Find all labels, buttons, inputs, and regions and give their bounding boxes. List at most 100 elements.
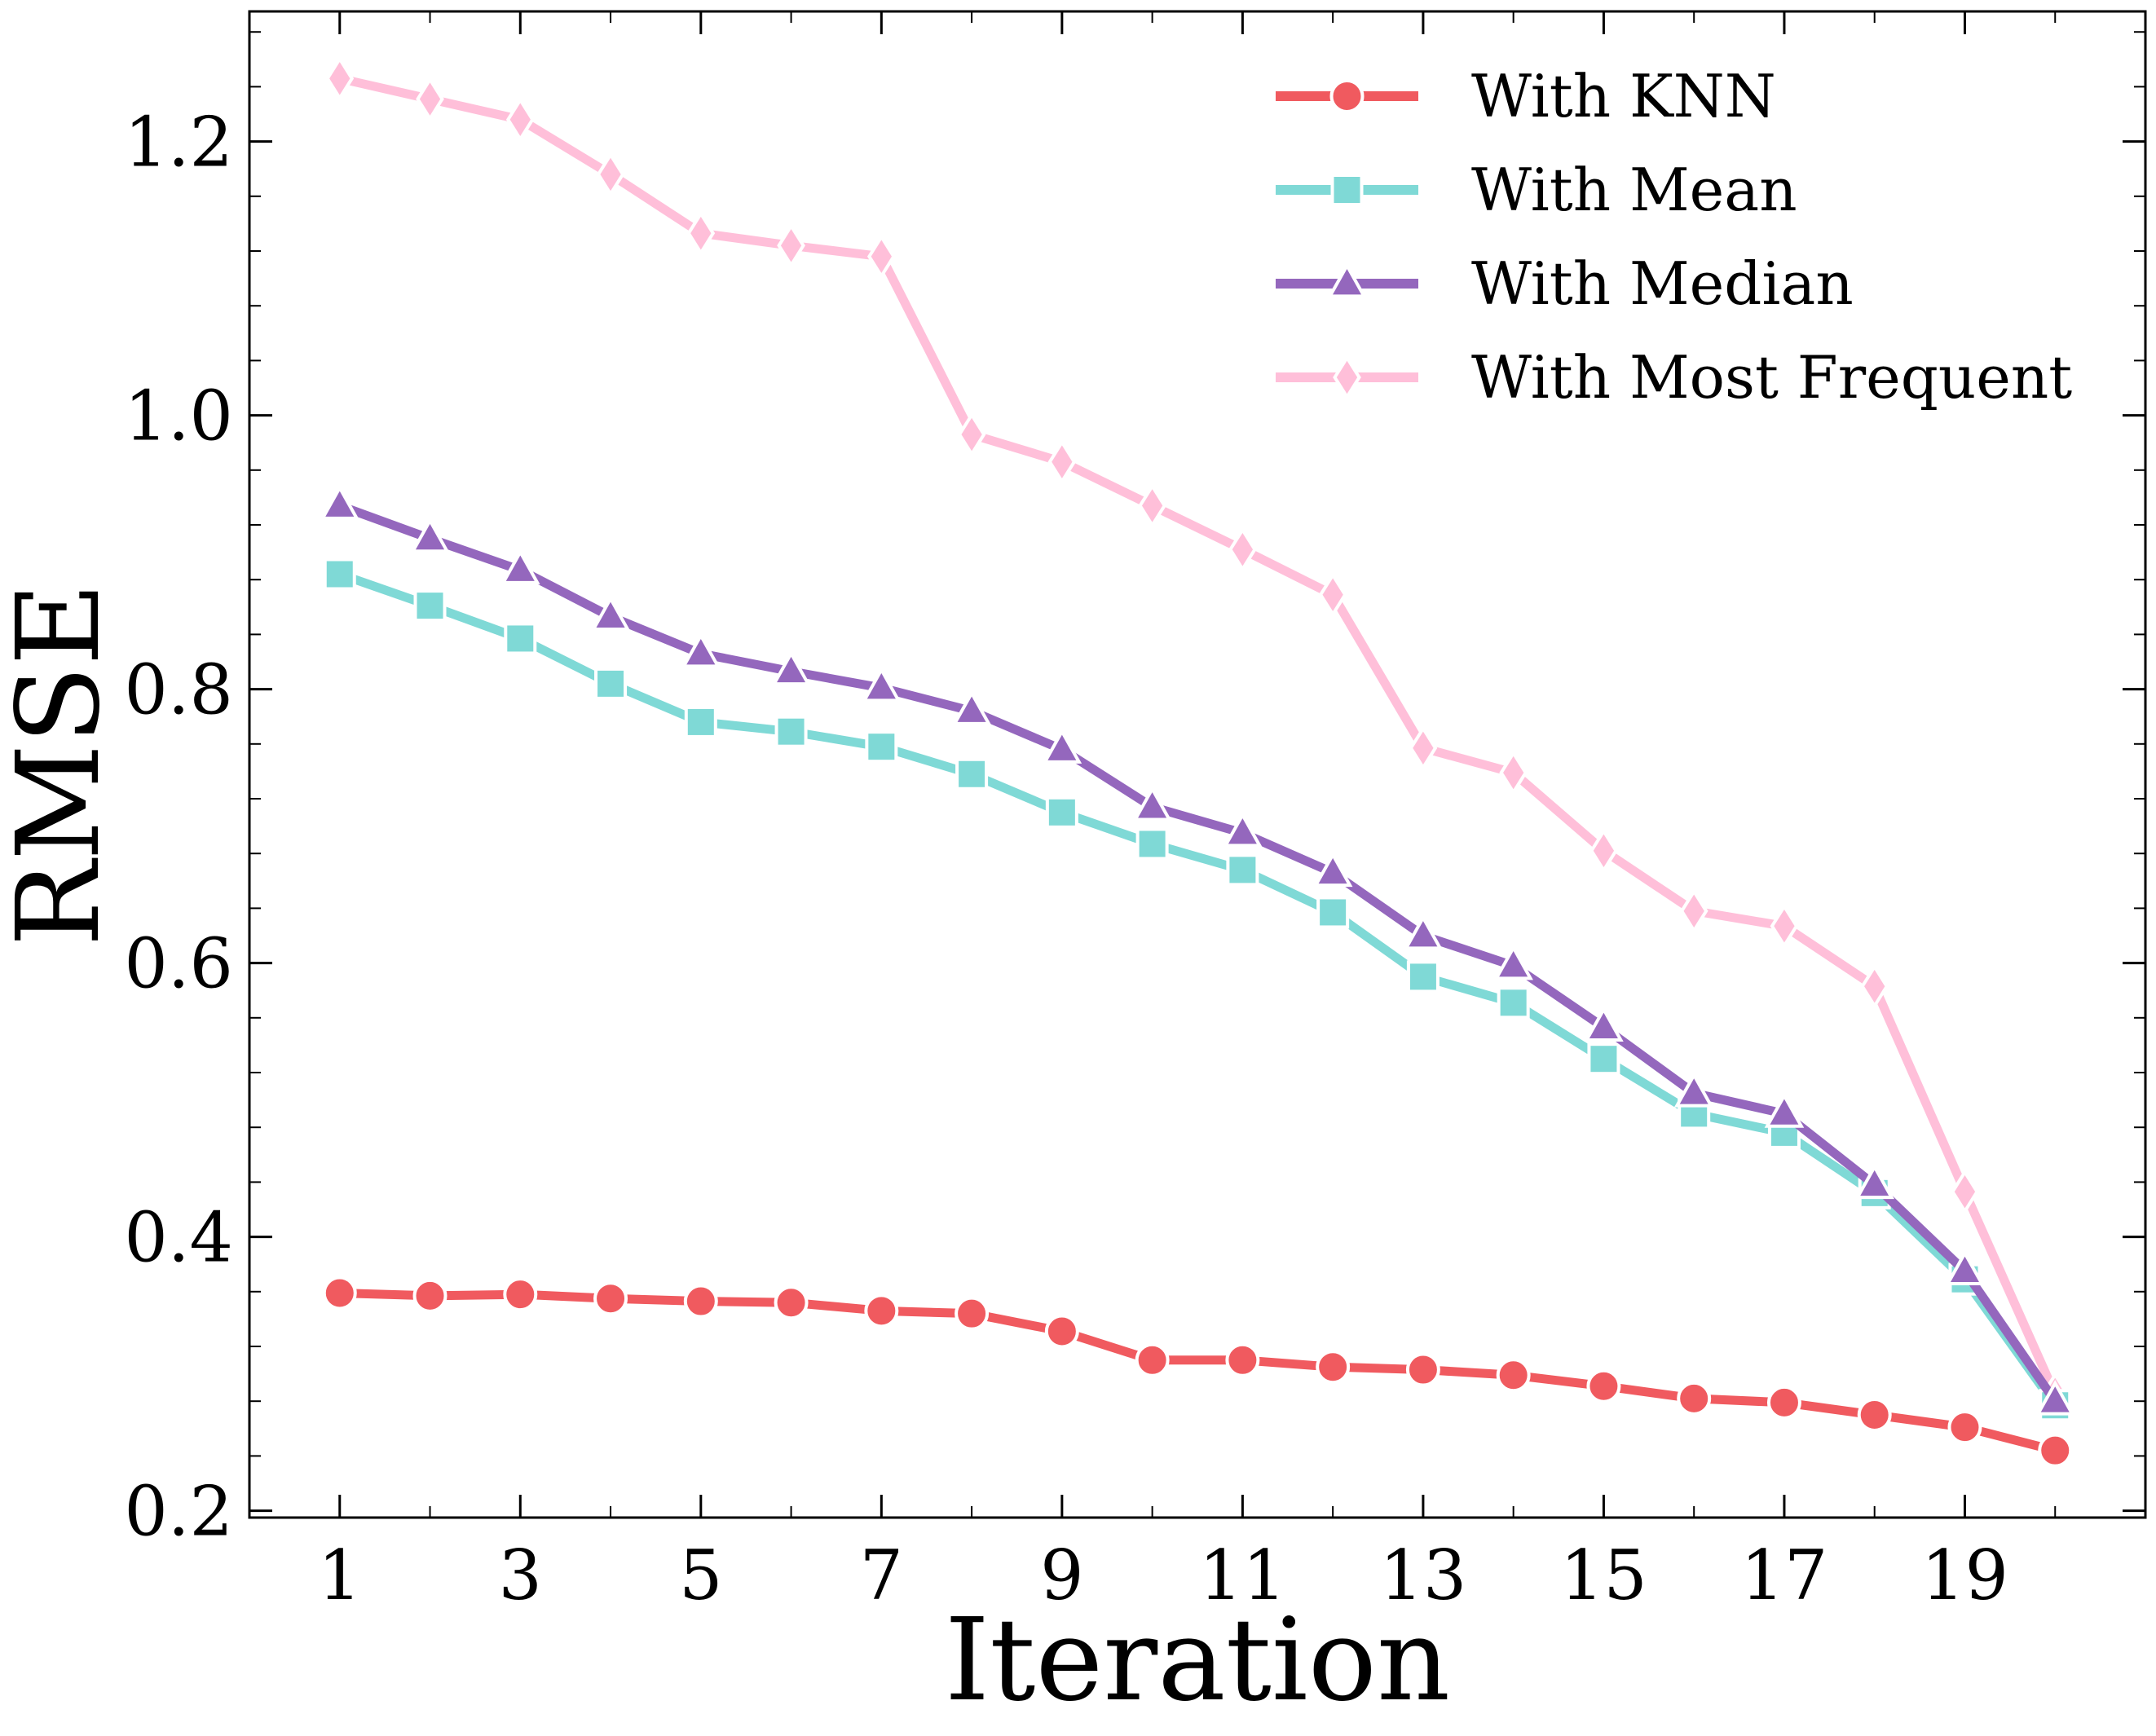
data-point-with-knn xyxy=(1857,1398,1892,1432)
data-point-with-median xyxy=(1312,851,1353,888)
data-point-with-mean xyxy=(1406,960,1440,994)
y-tick-label: 0.6 xyxy=(124,924,233,1004)
data-point-with-knn xyxy=(1677,1381,1712,1416)
x-tick-label: 7 xyxy=(860,1536,903,1615)
x-tick-label: 13 xyxy=(1379,1536,1466,1615)
data-point-with-knn xyxy=(1496,1358,1531,1393)
legend-label: With KNN xyxy=(1471,62,1776,130)
data-point-with-most-frequent xyxy=(325,55,355,102)
data-point-with-median xyxy=(1584,1006,1624,1042)
plot-area xyxy=(248,10,2147,1519)
x-tick-label: 3 xyxy=(499,1536,542,1615)
plot-frame xyxy=(248,10,2147,1519)
data-point-with-most-frequent xyxy=(505,96,535,143)
data-point-with-mean xyxy=(1316,896,1350,929)
data-point-with-mean xyxy=(955,757,989,791)
y-tick-label: 1.0 xyxy=(124,377,233,456)
y-tick-label: 0.2 xyxy=(124,1472,233,1552)
data-point-with-median xyxy=(410,517,450,553)
legend-marker-triangle xyxy=(1327,262,1367,298)
legend-item-with-median: With Median xyxy=(1276,249,1854,318)
data-point-with-mean xyxy=(1226,853,1259,887)
legend-marker-circle xyxy=(1329,79,1365,113)
x-tick-label: 1 xyxy=(318,1536,361,1615)
data-point-with-median xyxy=(681,632,721,668)
data-point-with-most-frequent xyxy=(416,76,444,122)
x-axis-title: Iteration xyxy=(945,1594,1450,1727)
data-point-with-knn xyxy=(1586,1368,1621,1403)
data-point-with-mean xyxy=(504,622,537,655)
data-point-with-knn xyxy=(503,1277,538,1312)
data-point-with-mean xyxy=(594,667,628,700)
data-point-with-most-frequent xyxy=(1138,482,1166,529)
data-point-with-most-frequent xyxy=(1679,888,1708,934)
data-point-with-knn xyxy=(2038,1433,2073,1468)
legend-marker-diamond xyxy=(1333,355,1361,400)
data-point-with-median xyxy=(590,595,631,631)
data-point-with-median xyxy=(320,484,360,520)
data-point-with-most-frequent xyxy=(957,412,986,457)
data-point-with-knn xyxy=(1405,1352,1440,1387)
data-point-with-most-frequent xyxy=(866,233,896,280)
data-point-with-knn xyxy=(1316,1350,1351,1385)
series-line-with-most-frequent xyxy=(335,73,2060,1399)
data-point-with-knn xyxy=(1225,1342,1260,1377)
data-point-with-knn xyxy=(412,1278,448,1313)
data-point-with-knn xyxy=(774,1285,809,1320)
data-point-with-most-frequent xyxy=(1770,903,1799,950)
data-point-with-median xyxy=(771,650,811,686)
legend-label: With Mean xyxy=(1471,156,1797,224)
data-point-with-mean xyxy=(1587,1042,1620,1076)
series-with-most-frequent xyxy=(325,55,2070,1417)
y-tick-label: 1.2 xyxy=(124,103,233,183)
x-tick-label: 5 xyxy=(679,1536,722,1615)
series-line-with-knn xyxy=(335,1288,2060,1456)
legend-item-with-mean: With Mean xyxy=(1276,156,1797,224)
data-point-with-median xyxy=(1854,1163,1895,1200)
data-point-with-mean xyxy=(684,705,717,738)
data-point-with-median xyxy=(1493,944,1533,980)
data-point-with-knn xyxy=(322,1276,357,1311)
data-point-with-most-frequent xyxy=(777,223,805,269)
series-with-knn xyxy=(322,1276,2073,1468)
data-point-with-median xyxy=(1132,785,1172,822)
data-point-with-most-frequent xyxy=(1499,750,1528,795)
x-axis-ticks: 1 3 5 7 9 11 13 15 17 19 xyxy=(318,11,2057,1615)
data-point-with-most-frequent xyxy=(596,152,625,197)
data-point-with-knn xyxy=(1947,1410,1982,1445)
series-layer xyxy=(320,55,2075,1468)
data-point-with-median xyxy=(1403,914,1444,950)
data-point-with-knn xyxy=(864,1293,899,1328)
data-point-with-median xyxy=(951,690,992,725)
x-tick-label: 19 xyxy=(1921,1536,2008,1615)
data-point-with-knn xyxy=(1766,1385,1801,1420)
data-point-with-median xyxy=(1223,811,1263,848)
data-point-with-knn xyxy=(955,1296,990,1331)
legend: With KNN With Mean With Median With Most Fr… xyxy=(1276,62,2072,412)
data-point-with-mean xyxy=(323,557,356,591)
legend-marker-square xyxy=(1330,174,1364,206)
series-with-median xyxy=(320,484,2075,1416)
x-tick-label: 11 xyxy=(1199,1536,1286,1615)
y-tick-label: 0.4 xyxy=(124,1198,233,1278)
y-axis-title: RMSE xyxy=(0,583,126,947)
data-point-with-knn xyxy=(593,1281,628,1316)
data-point-with-mean xyxy=(1045,795,1078,829)
legend-item-with-most-frequent: With Most Frequent xyxy=(1276,343,2072,412)
y-axis-ticks: 0.2 0.4 0.6 0.8 1.0 1.2 xyxy=(124,31,2145,1552)
data-point-with-most-frequent xyxy=(1047,438,1077,485)
x-tick-label: 15 xyxy=(1560,1536,1647,1615)
data-point-with-most-frequent xyxy=(1860,963,1889,1009)
y-tick-label: 0.8 xyxy=(124,650,233,730)
data-point-with-median xyxy=(862,666,902,703)
data-point-with-most-frequent xyxy=(1951,1169,1979,1214)
legend-label: With Most Frequent xyxy=(1471,343,2072,412)
x-tick-label: 17 xyxy=(1741,1536,1828,1615)
legend-label: With Median xyxy=(1471,249,1854,318)
series-with-mean xyxy=(323,557,2072,1422)
data-point-with-median xyxy=(500,549,540,584)
data-point-with-median xyxy=(2035,1380,2075,1416)
data-point-with-most-frequent xyxy=(1318,571,1347,618)
data-point-with-mean xyxy=(413,589,447,623)
